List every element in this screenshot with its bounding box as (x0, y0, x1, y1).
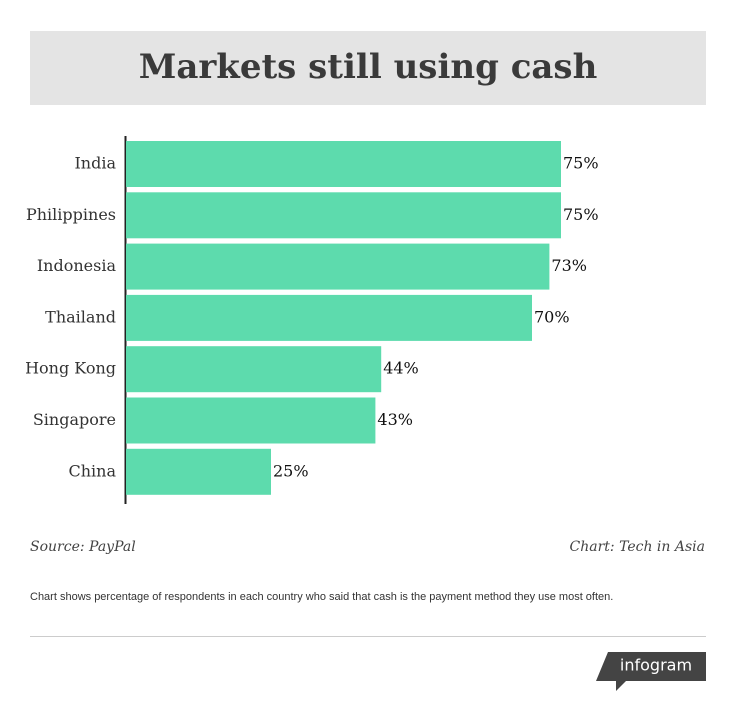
bar (126, 448, 271, 495)
logo-text[interactable]: infogram (620, 656, 692, 675)
value-label: 75% (563, 154, 599, 173)
bar (126, 141, 561, 187)
value-label: 75% (563, 205, 599, 224)
bar (126, 243, 550, 290)
bar (126, 346, 382, 393)
chart-title: Markets still using cash (139, 47, 598, 87)
category-label: Singapore (33, 410, 116, 429)
category-label: Hong Kong (25, 359, 116, 378)
note: Chart shows percentage of respondents in… (30, 591, 613, 603)
source: Source: PayPal (30, 539, 136, 555)
bar (126, 397, 376, 444)
category-label: Thailand (45, 307, 116, 326)
header-box (30, 31, 706, 105)
value-label: 73% (551, 256, 587, 275)
bar (126, 192, 561, 239)
logo-badge[interactable] (596, 652, 706, 691)
value-label: 70% (534, 307, 570, 326)
category-label: Philippines (26, 205, 116, 224)
value-label: 44% (383, 359, 419, 378)
category-label: India (74, 154, 116, 173)
category-label: Indonesia (37, 256, 117, 275)
bar (126, 294, 532, 341)
category-label: China (68, 461, 116, 480)
credit: Chart: Tech in Asia (570, 539, 705, 555)
value-label: 43% (377, 410, 413, 429)
value-label: 25% (273, 461, 309, 480)
